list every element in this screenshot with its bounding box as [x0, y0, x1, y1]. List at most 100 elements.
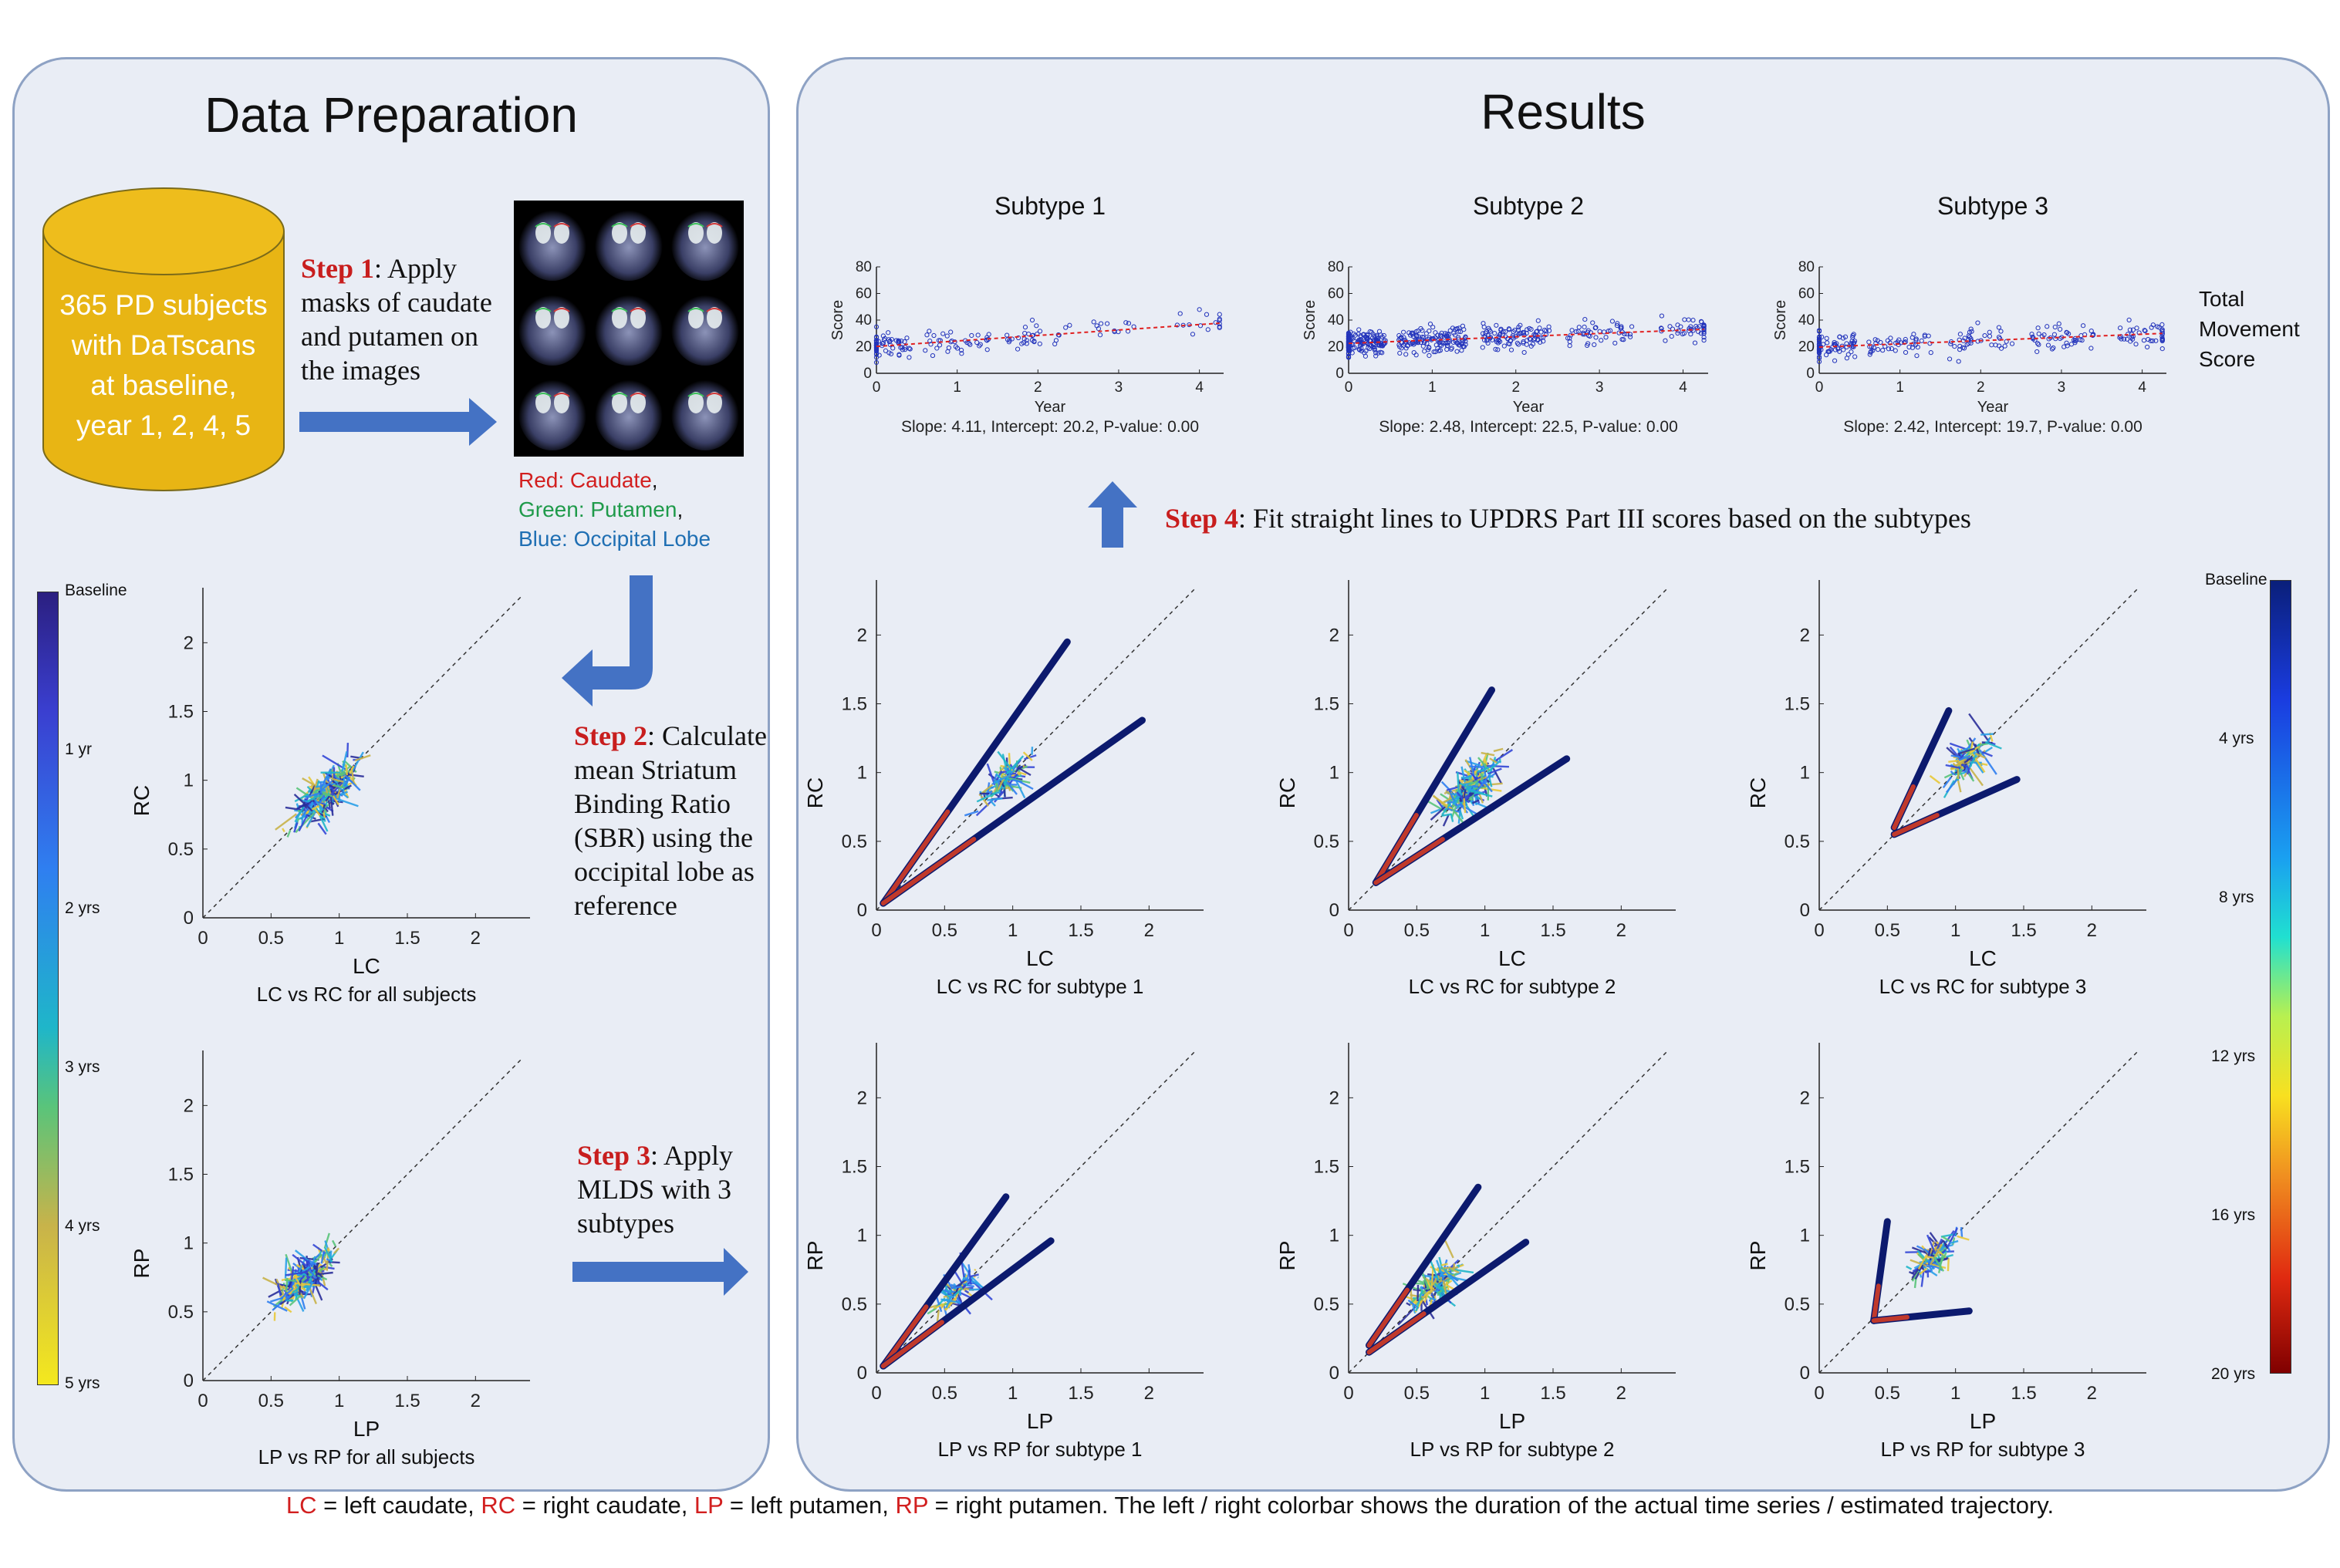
trajectory-segment	[1022, 764, 1025, 768]
x-tick-label: 1.5	[1540, 1383, 1565, 1404]
score-point	[1024, 338, 1029, 343]
datscan-mask	[630, 393, 647, 397]
trajectory-segment	[345, 764, 348, 776]
score-point	[2146, 336, 2151, 342]
score-point	[907, 346, 912, 351]
score-point	[1957, 332, 1963, 337]
x-tick-label: 1.5	[2011, 920, 2036, 941]
trajectory-segment	[967, 1270, 972, 1285]
score-point	[1022, 330, 1028, 336]
score-point	[2159, 336, 2165, 342]
score-point	[977, 343, 982, 349]
trajectory-segment	[1464, 769, 1470, 775]
score-point	[1530, 342, 1536, 347]
trajectory-segment	[1927, 1261, 1936, 1270]
score-point	[1356, 327, 1362, 332]
trajectory-segment	[333, 797, 359, 808]
trajectory-segment	[320, 791, 333, 797]
y-tick-label: 40	[1798, 312, 1815, 329]
trajectory-segment	[1477, 774, 1481, 778]
score-point	[1104, 321, 1110, 326]
y-tick-label: 2	[184, 632, 194, 653]
score-point	[1701, 335, 1707, 340]
score-point	[1508, 338, 1513, 343]
x-tick-label: 0.5	[932, 920, 957, 941]
trajectory-segment	[933, 1303, 945, 1310]
score-point	[2034, 349, 2040, 355]
trajectory-segment	[944, 1297, 957, 1311]
y-tick-label: 1.5	[1785, 694, 1810, 715]
score-point	[1481, 321, 1486, 326]
x-tick-label: 1.5	[1068, 920, 1093, 941]
datscan-striatum	[707, 307, 722, 329]
x-axis-label: LC	[353, 954, 380, 978]
score-point	[1487, 329, 1493, 334]
score-point	[2049, 346, 2055, 352]
trajectory-segment	[1460, 766, 1467, 785]
score-point	[1459, 348, 1464, 353]
score-point	[1131, 324, 1136, 329]
score-point	[1372, 346, 1377, 352]
score-point	[1975, 320, 1980, 325]
score-point	[873, 335, 880, 340]
trajectory-segment	[347, 774, 364, 778]
trajectory-segment	[1432, 794, 1448, 809]
score-point	[1906, 344, 1912, 350]
score-point	[1346, 351, 1352, 356]
estimated-trajectory-late	[880, 1304, 929, 1369]
score-point	[1832, 339, 1837, 346]
datscan-slice	[671, 292, 739, 366]
footer-text: = right putamen. The left / right colorb…	[927, 1492, 2055, 1519]
datscan-slice	[671, 376, 739, 450]
score-point	[1850, 335, 1855, 340]
score-point	[2045, 342, 2051, 348]
score-point	[1968, 340, 1974, 346]
score-point	[1538, 329, 1544, 335]
trajectory-segment	[302, 1282, 314, 1300]
trajectory-segment	[1489, 757, 1498, 764]
database-cylinder-icon	[42, 187, 285, 491]
trajectory-segment	[971, 1277, 974, 1280]
estimated-trajectory-late	[1366, 1287, 1410, 1348]
x-tick-label: 1	[1480, 1383, 1490, 1404]
score-point	[954, 346, 961, 351]
score-point	[1379, 340, 1384, 346]
score-point	[1663, 338, 1668, 343]
score-chart-title: Subtype 1	[994, 192, 1106, 220]
x-tick-label: 0	[1343, 920, 1353, 941]
score-point	[1415, 339, 1420, 345]
score-point	[1888, 336, 1893, 341]
score-point	[2078, 337, 2083, 342]
step3-text: Step 3: Apply MLDS with 3 subtypes	[577, 1140, 734, 1239]
trajectory-segment	[1933, 1256, 1945, 1272]
trajectory-segment	[1425, 799, 1448, 814]
score-point	[1996, 335, 2002, 340]
y-tick-label: 0	[184, 908, 194, 929]
score-point	[1496, 338, 1501, 343]
trajectory-chart-traj-s2-c: 0 0.5 1 1.5 2 0 0.5 1 1.5 2 LC RC LC vs RC for subty…	[1275, 580, 1676, 998]
datscan-slice	[518, 207, 586, 281]
score-point	[2052, 324, 2058, 330]
score-point	[883, 348, 889, 353]
trajectory-segment	[282, 828, 285, 833]
trajectory-segment	[354, 754, 371, 762]
trajectory-segment	[322, 1256, 328, 1265]
trajectory-chart-traj-s1-c: 0 0.5 1 1.5 2 0 0.5 1 1.5 2 LC RC LC vs RC for subty…	[803, 580, 1204, 998]
database-text: 365 PD subjects with DaTscans at baselin…	[59, 289, 268, 441]
score-point	[1015, 335, 1021, 341]
score-point	[1698, 319, 1704, 324]
datscan-mask	[535, 223, 552, 228]
score-point	[1952, 344, 1957, 349]
results-panel	[796, 57, 2330, 1492]
left-colorbar-label-4: 4 yrs	[65, 1217, 100, 1235]
score-point	[1400, 329, 1406, 335]
score-point	[1816, 336, 1822, 342]
score-point	[1411, 349, 1416, 356]
datscan-mask	[630, 308, 647, 312]
trajectory-segment	[346, 742, 349, 758]
score-point	[1053, 338, 1059, 343]
score-point	[1567, 336, 1572, 341]
trajectory-segment	[1968, 753, 1978, 769]
datscan-striatum	[554, 307, 569, 329]
score-point	[1659, 313, 1665, 319]
